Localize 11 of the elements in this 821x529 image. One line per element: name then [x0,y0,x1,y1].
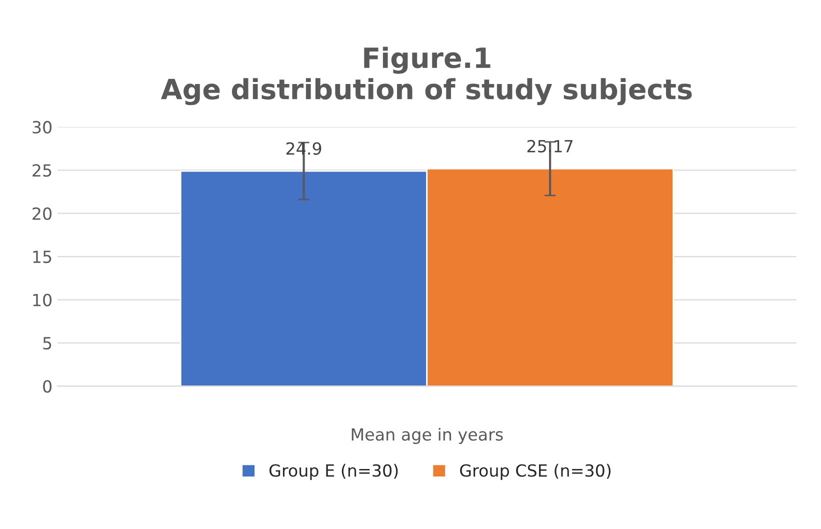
legend-label: Group CSE (n=30) [460,464,611,480]
y-tick-label: 15 [33,250,52,264]
y-tick-label: 30 [32,120,52,134]
y-tick-label: 0 [43,380,52,393]
chart-title: Figure.1 Age distribution of study subjects [160,46,692,106]
legend-label: Group E (n=30) [269,464,398,480]
y-tick-label: 10 [33,294,52,306]
y-tick-label: 20 [32,207,52,220]
y-tick-label: 5 [43,337,52,350]
x-tick-label: Mean age in years [352,428,503,444]
y-tick-label: 25 [32,164,52,177]
